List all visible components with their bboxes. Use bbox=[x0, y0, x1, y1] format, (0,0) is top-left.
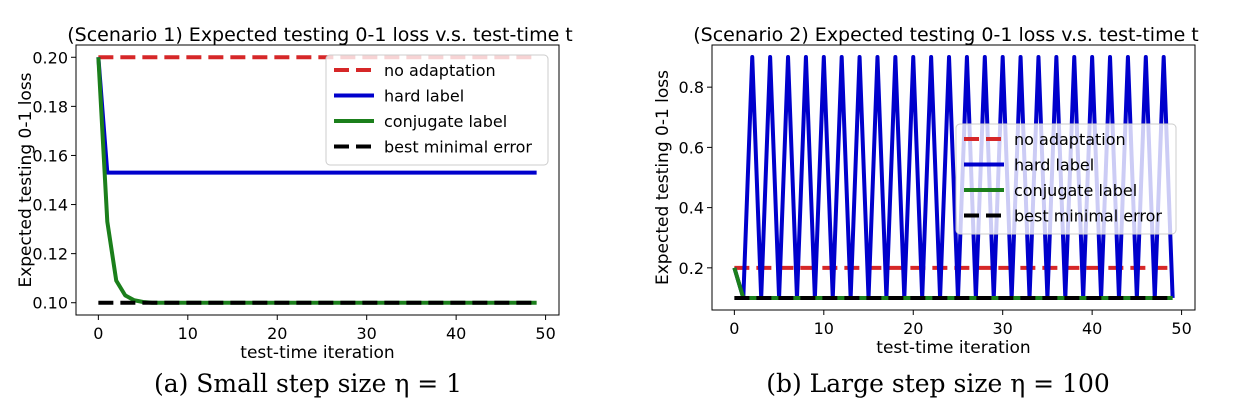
x-tick-label: 10 bbox=[814, 319, 834, 338]
legend-label: best minimal error bbox=[384, 138, 532, 157]
figure-caption: (a) Small step size η = 1 bbox=[154, 369, 462, 398]
y-tick-label: 0.8 bbox=[679, 78, 704, 97]
y-tick-label: 0.6 bbox=[679, 138, 704, 157]
x-tick-label: 30 bbox=[993, 319, 1013, 338]
figure-caption: (b) Large step size η = 100 bbox=[766, 369, 1110, 398]
x-tick-label: 10 bbox=[178, 324, 198, 343]
x-tick-label: 40 bbox=[446, 324, 466, 343]
y-tick-label: 0.10 bbox=[32, 294, 68, 313]
x-axis-label: test-time iteration bbox=[876, 338, 1030, 358]
legend-label: no adaptation bbox=[1014, 130, 1126, 149]
series-group bbox=[732, 55, 1175, 300]
chart-panel-b: 0 10 20 30 40 50 0.2 0.4 0.6 0.8 (Scenario 2) Expe… bbox=[653, 24, 1199, 398]
series-line-hard-label bbox=[732, 55, 1175, 300]
legend-label: best minimal error bbox=[1014, 207, 1162, 226]
y-tick-label: 0.14 bbox=[32, 196, 68, 215]
y-tick-label: 0.12 bbox=[32, 245, 68, 264]
legend: no adaptation hard label conjugate label be… bbox=[325, 54, 549, 166]
legend-box bbox=[325, 54, 549, 166]
y-tick-label: 0.4 bbox=[679, 199, 704, 218]
y-tick-label: 0.18 bbox=[32, 97, 68, 116]
legend-label: no adaptation bbox=[384, 61, 496, 80]
legend-label: conjugate label bbox=[384, 112, 507, 131]
x-tick-label: 40 bbox=[1082, 319, 1102, 338]
plot-frame bbox=[711, 44, 1196, 311]
x-tick-label: 20 bbox=[267, 324, 287, 343]
plot-frame bbox=[75, 44, 560, 316]
chart-title: (Scenario 1) Expected testing 0-1 loss v… bbox=[67, 24, 573, 46]
y-axis-label: Expected testing 0-1 loss bbox=[16, 72, 36, 287]
legend-label: hard label bbox=[1014, 156, 1094, 175]
legend-label: conjugate label bbox=[1014, 181, 1137, 200]
x-tick-label: 20 bbox=[903, 319, 923, 338]
x-tick-label: 0 bbox=[729, 319, 739, 338]
x-tick-label: 0 bbox=[93, 324, 103, 343]
chart-panel-a: 0 10 20 30 40 50 0.10 0.12 0.14 0.16 0.18 0.20 (Scen… bbox=[16, 24, 573, 398]
y-axis-label: Expected testing 0-1 loss bbox=[653, 70, 673, 285]
legend-label: hard label bbox=[384, 87, 464, 106]
x-axis-label: test-time iteration bbox=[240, 343, 394, 363]
x-tick-label: 30 bbox=[357, 324, 377, 343]
x-tick-label: 50 bbox=[1171, 319, 1191, 338]
x-tick-label: 50 bbox=[535, 324, 555, 343]
series-line-conjugate-label bbox=[732, 267, 1173, 300]
y-tick-label: 0.16 bbox=[32, 146, 68, 165]
y-tick-label: 0.20 bbox=[32, 48, 68, 67]
legend: no adaptation hard label conjugate label be… bbox=[955, 123, 1177, 235]
y-tick-label: 0.2 bbox=[679, 259, 704, 278]
legend-box bbox=[955, 123, 1177, 235]
chart-title: (Scenario 2) Expected testing 0-1 loss v… bbox=[693, 24, 1199, 46]
